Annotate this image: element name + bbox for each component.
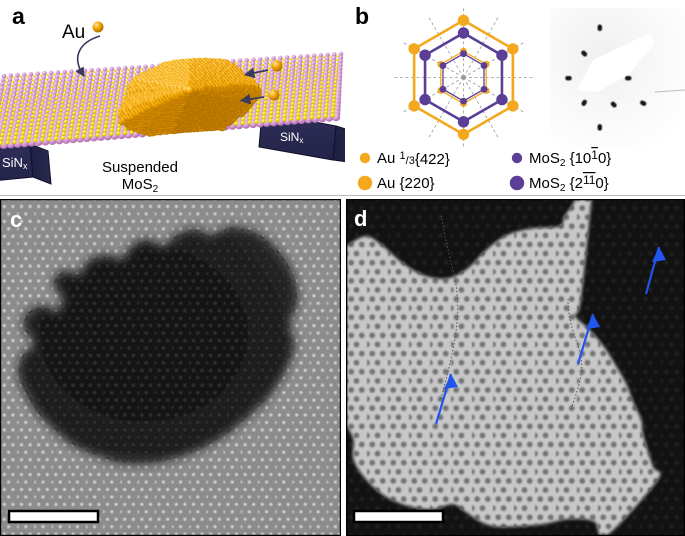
svg-text:a: a [12, 3, 25, 29]
svg-text:MoS2 {2110}: MoS2 {2110} [529, 173, 609, 194]
svg-text:MoS2: MoS2 [122, 176, 159, 195]
svg-text:Au {220}: Au {220} [377, 175, 435, 192]
svg-text:b: b [355, 3, 369, 29]
svg-text:Au: Au [62, 22, 85, 43]
svg-text:d: d [354, 206, 367, 231]
svg-text:c: c [10, 207, 22, 232]
svg-text:Au 1/3{422}: Au 1/3{422} [377, 150, 450, 168]
svg-text:MoS2 {1010}: MoS2 {1010} [529, 148, 611, 169]
svg-text:Suspended: Suspended [102, 159, 178, 176]
